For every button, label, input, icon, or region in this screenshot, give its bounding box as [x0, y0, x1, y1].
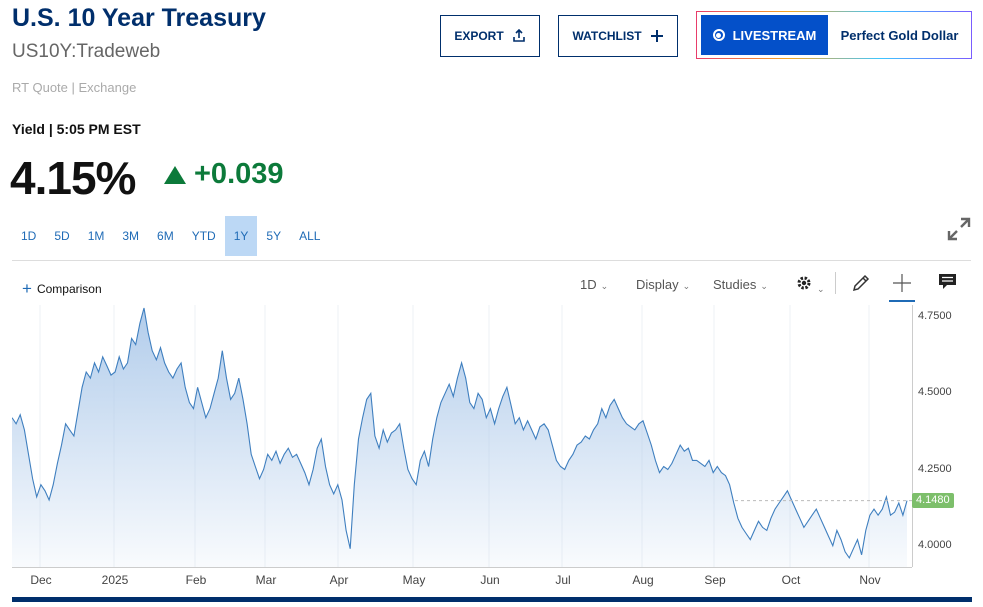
range-ytd[interactable]: YTD	[191, 229, 216, 243]
yield-label: Yield | 5:05 PM EST	[12, 121, 141, 137]
range-6m[interactable]: 6M	[157, 229, 174, 243]
gear-icon	[797, 276, 811, 290]
y-tick-label: 4.0000	[918, 538, 952, 551]
yield-area	[12, 308, 907, 567]
symbol-label: US10Y:Tradeweb	[12, 41, 161, 62]
interval-dropdown[interactable]: 1D ⌄	[580, 277, 608, 292]
range-1m[interactable]: 1M	[87, 229, 105, 243]
export-icon	[512, 29, 525, 42]
x-tick-label: Dec	[30, 573, 52, 587]
x-tick-label: Feb	[185, 573, 207, 587]
y-tick-label: 4.5000	[918, 386, 952, 399]
chevron-down-icon: ⌄	[682, 281, 691, 291]
crosshair-button[interactable]	[889, 270, 915, 302]
y-axis	[912, 305, 913, 567]
range-1y[interactable]: 1Y	[224, 216, 258, 256]
settings-dropdown[interactable]: ⌄	[795, 274, 825, 295]
yield-chart[interactable]	[12, 305, 912, 567]
range-5y[interactable]: 5Y	[266, 229, 282, 243]
toolbar-divider	[835, 272, 836, 294]
expand-icon[interactable]	[946, 216, 972, 242]
interval-label: 1D	[580, 277, 597, 292]
watchlist-button[interactable]: WATCHLIST	[558, 15, 678, 57]
x-tick-label: 2025	[101, 573, 129, 587]
last-value-label: 4.1480	[912, 492, 954, 508]
page-title: U.S. 10 Year Treasury	[12, 4, 266, 32]
promo-link[interactable]: Perfect Gold Dollar	[840, 27, 959, 43]
x-tick-label: May	[402, 573, 426, 587]
quote-info: RT Quote | Exchange	[12, 80, 137, 95]
x-axis	[12, 567, 912, 568]
crosshair-icon	[893, 274, 911, 292]
chevron-down-icon: ⌄	[600, 281, 609, 291]
watchlist-label: WATCHLIST	[572, 29, 642, 43]
yield-value: 4.15%	[10, 152, 136, 204]
chevron-down-icon: ⌄	[817, 284, 825, 294]
yield-line	[12, 307, 908, 560]
live-dot-icon	[712, 29, 725, 41]
chevron-down-icon: ⌄	[760, 281, 768, 291]
range-5d[interactable]: 5D	[54, 229, 70, 243]
range-all[interactable]: ALL	[299, 229, 321, 243]
livestream-panel: LIVESTREAM Perfect Gold Dollar	[696, 11, 972, 59]
x-tick-label: Nov	[859, 573, 881, 587]
export-label: EXPORT	[454, 29, 504, 43]
yield-change: +0.039	[164, 158, 284, 191]
display-dropdown[interactable]: Display ⌄	[636, 277, 690, 292]
up-arrow-icon	[164, 165, 186, 184]
comparison-button[interactable]: + Comparison	[22, 279, 102, 299]
plus-icon	[650, 30, 663, 42]
studies-label: Studies	[713, 277, 757, 292]
y-tick-label: 4.2500	[918, 462, 952, 475]
display-label: Display	[636, 277, 679, 292]
export-button[interactable]: EXPORT	[440, 15, 540, 57]
change-value: +0.039	[194, 158, 284, 190]
pencil-icon[interactable]	[851, 273, 871, 293]
footer-bar	[12, 597, 972, 602]
range-3m[interactable]: 3M	[122, 229, 140, 243]
x-tick-label: Jun	[480, 573, 500, 587]
range-selector: 1D 5D 1M 3M 6M YTD 1Y 5Y ALL	[12, 216, 329, 256]
x-tick-label: Sep	[704, 573, 726, 587]
x-tick-label: Oct	[781, 573, 801, 587]
range-1d[interactable]: 1D	[21, 229, 37, 243]
x-tick-label: Jul	[555, 573, 571, 587]
livestream-button[interactable]: LIVESTREAM	[701, 15, 828, 55]
x-tick-label: Apr	[329, 573, 349, 587]
x-tick-label: Aug	[632, 573, 654, 587]
x-tick-label: Mar	[255, 573, 277, 587]
studies-dropdown[interactable]: Studies ⌄	[713, 277, 768, 292]
chart-toolbar	[12, 260, 971, 304]
y-tick-label: 4.7500	[918, 310, 952, 323]
comment-icon[interactable]	[938, 273, 957, 291]
livestream-label: LIVESTREAM	[732, 27, 817, 43]
comparison-label: Comparison	[36, 282, 102, 296]
plus-icon: +	[22, 279, 32, 298]
